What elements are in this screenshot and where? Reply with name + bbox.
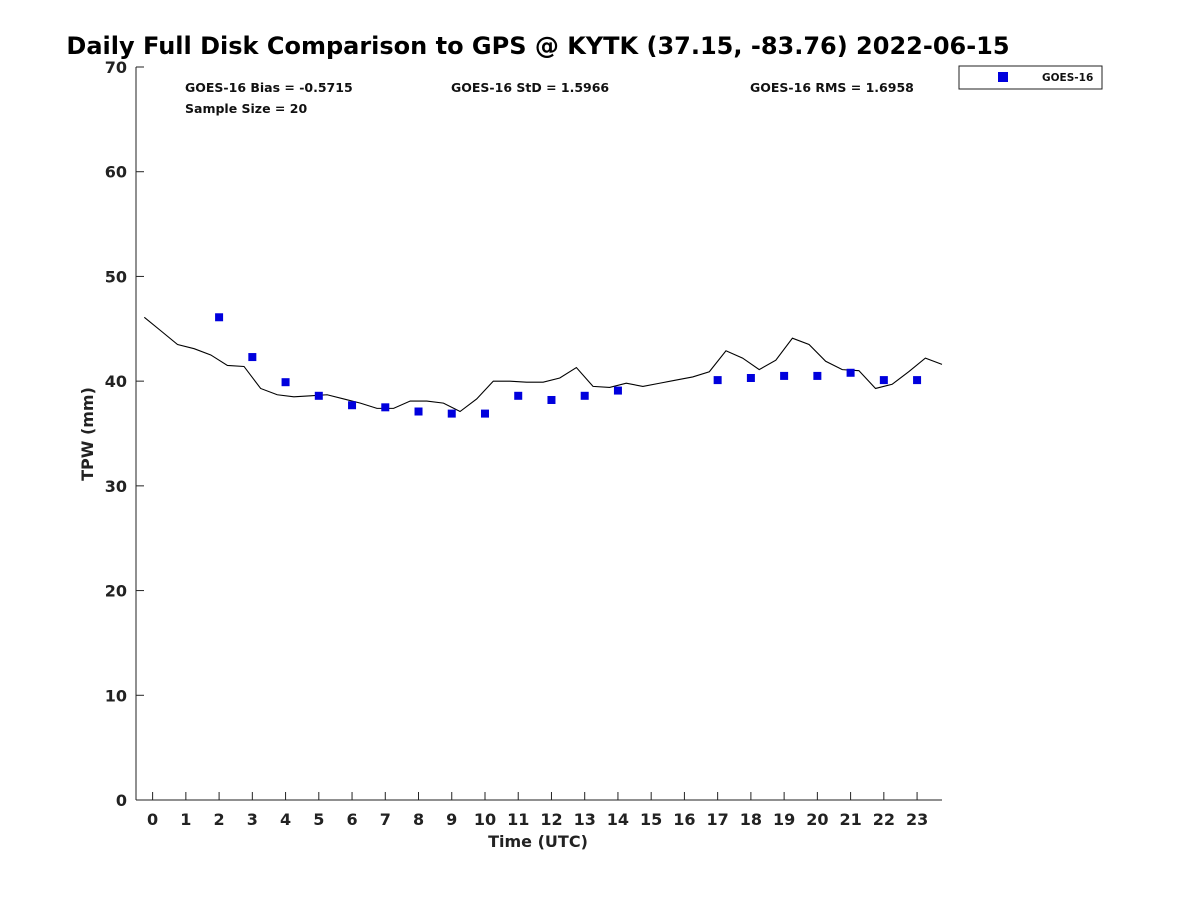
- goes16-point: [913, 376, 922, 385]
- legend-label-goes16: GOES-16: [1042, 72, 1093, 84]
- y-tick-label: 0: [116, 791, 127, 810]
- x-tick-label: 6: [346, 810, 357, 829]
- bias-stat: GOES-16 Bias = -0.5715: [185, 80, 353, 95]
- x-tick-label: 8: [413, 810, 424, 829]
- y-tick-label: 10: [105, 686, 127, 705]
- chart-title: Daily Full Disk Comparison to GPS @ KYTK…: [66, 32, 1009, 60]
- legend: GOES-16: [958, 65, 1103, 90]
- goes16-point: [281, 378, 290, 387]
- y-tick-label: 50: [105, 267, 127, 286]
- y-tick-label: 20: [105, 582, 127, 601]
- goes16-point: [314, 391, 323, 400]
- goes16-point: [414, 407, 423, 416]
- x-tick-label: 0: [147, 810, 158, 829]
- x-tick-label: 3: [247, 810, 258, 829]
- std-stat: GOES-16 StD = 1.5966: [451, 80, 609, 95]
- y-tick-label: 30: [105, 477, 127, 496]
- goes16-point: [879, 376, 888, 385]
- x-tick-label: 10: [474, 810, 496, 829]
- goes16-point: [813, 371, 822, 380]
- legend-box: [958, 65, 1103, 90]
- y-axis-ticks: 0 10 20 30 40 50 60 70: [105, 58, 144, 810]
- goes16-point: [846, 368, 855, 377]
- y-axis-label: TPW (mm): [78, 387, 97, 481]
- goes16-point: [514, 391, 523, 400]
- x-tick-label: 16: [673, 810, 695, 829]
- goes16-point: [547, 395, 556, 404]
- x-tick-label: 19: [773, 810, 795, 829]
- x-axis-label: Time (UTC): [488, 832, 588, 851]
- y-tick-label: 40: [105, 372, 127, 391]
- x-tick-label: 2: [214, 810, 225, 829]
- x-tick-label: 14: [607, 810, 629, 829]
- x-tick-label: 18: [740, 810, 762, 829]
- x-tick-label: 17: [707, 810, 729, 829]
- x-tick-label: 5: [313, 810, 324, 829]
- x-tick-label: 13: [574, 810, 596, 829]
- goes16-point: [248, 353, 257, 362]
- goes16-point: [215, 313, 224, 322]
- y-tick-label: 60: [105, 163, 127, 182]
- y-tick-label: 70: [105, 58, 127, 77]
- x-tick-label: 4: [280, 810, 291, 829]
- x-tick-label: 7: [380, 810, 391, 829]
- goes16-point: [580, 391, 589, 400]
- goes16-point: [447, 409, 456, 418]
- x-tick-label: 12: [540, 810, 562, 829]
- x-tick-label: 21: [839, 810, 861, 829]
- x-tick-label: 1: [180, 810, 191, 829]
- rms-stat: GOES-16 RMS = 1.6958: [750, 80, 914, 95]
- x-axis-ticks: 0 1 2 3 4 5 6 7 8 9 10 11 12 13 14 15 16 17 18 19 20 21 22 23: [147, 792, 928, 829]
- x-tick-label: 20: [806, 810, 828, 829]
- x-tick-label: 9: [446, 810, 457, 829]
- sample-size-stat: Sample Size = 20: [185, 101, 307, 116]
- x-tick-label: 11: [507, 810, 529, 829]
- x-tick-label: 23: [906, 810, 928, 829]
- reference-line: [143, 316, 943, 413]
- goes16-point: [746, 374, 755, 382]
- goes16-point: [480, 409, 489, 418]
- goes16-point: [713, 376, 722, 385]
- goes16-point: [780, 371, 789, 380]
- goes16-point: [381, 403, 390, 412]
- goes16-point: [348, 401, 357, 410]
- legend-marker-goes16: [998, 72, 1008, 82]
- plot-area: [143, 313, 943, 418]
- goes16-point: [613, 386, 622, 395]
- x-tick-label: 22: [873, 810, 895, 829]
- x-tick-label: 15: [640, 810, 662, 829]
